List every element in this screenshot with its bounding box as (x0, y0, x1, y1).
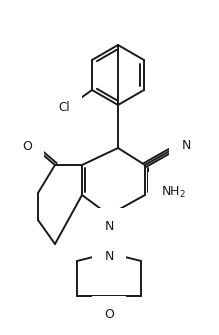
Text: N: N (104, 220, 114, 233)
Text: Cl: Cl (58, 100, 70, 114)
Text: NH$_2$: NH$_2$ (161, 185, 186, 200)
Text: O: O (104, 308, 114, 321)
Text: N: N (182, 138, 191, 151)
Text: N: N (104, 250, 114, 263)
Text: O: O (22, 139, 32, 152)
